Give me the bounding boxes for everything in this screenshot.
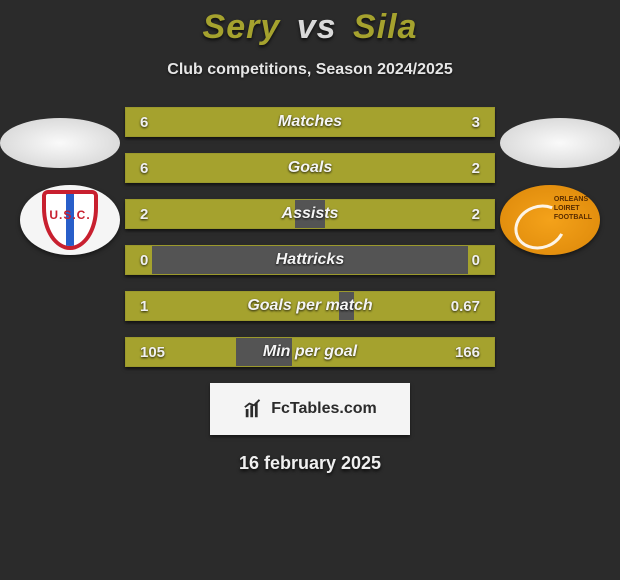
stat-bar-left <box>126 108 365 136</box>
comparison-card: Sery vs Sila Club competitions, Season 2… <box>0 0 620 580</box>
logo-line: LOIRET <box>554 205 580 212</box>
player1-club-logo: U.S.C. <box>20 185 120 255</box>
player2-name: Sila <box>353 8 417 46</box>
stat-bar-left <box>126 154 384 182</box>
brand-badge: FcTables.com <box>210 383 410 435</box>
stat-value-left: 6 <box>134 108 154 136</box>
stat-value-right: 2 <box>466 154 486 182</box>
club-logo-text: U.S.C. <box>46 208 94 222</box>
player2-club-logo: ORLEANS LOIRET FOOTBALL <box>500 185 600 255</box>
date-text: 16 february 2025 <box>0 453 620 474</box>
stats-bars: 63Matches62Goals22Assists00Hattricks10.6… <box>125 107 495 367</box>
vs-text: vs <box>297 8 337 46</box>
stat-bar-left <box>126 292 339 320</box>
stat-label: Hattricks <box>126 246 494 274</box>
stat-value-right: 0 <box>466 246 486 274</box>
subtitle: Club competitions, Season 2024/2025 <box>0 61 620 79</box>
stat-value-right: 0.67 <box>445 292 486 320</box>
title: Sery vs Sila <box>0 8 620 47</box>
player1-name: Sery <box>203 8 281 46</box>
stat-row: 10.67Goals per match <box>125 291 495 321</box>
stat-value-left: 0 <box>134 246 154 274</box>
stat-row: 63Matches <box>125 107 495 137</box>
logo-line: FOOTBALL <box>554 214 592 221</box>
stat-value-left: 2 <box>134 200 154 228</box>
stat-row: 0 0Hattricks <box>125 245 495 275</box>
player1-photo <box>0 118 120 168</box>
stat-value-right: 2 <box>466 200 486 228</box>
brand-text: FcTables.com <box>271 400 377 418</box>
stat-row: 62Goals <box>125 153 495 183</box>
player2-photo <box>500 118 620 168</box>
stat-value-left: 6 <box>134 154 154 182</box>
stat-value-right: 166 <box>449 338 486 366</box>
logo-line: ORLEANS <box>554 196 588 203</box>
stat-value-left: 1 <box>134 292 154 320</box>
chart-icon <box>243 398 265 420</box>
stat-row: 105166Min per goal <box>125 337 495 367</box>
stat-value-right: 3 <box>466 108 486 136</box>
stat-row: 22Assists <box>125 199 495 229</box>
stat-value-left: 105 <box>134 338 171 366</box>
